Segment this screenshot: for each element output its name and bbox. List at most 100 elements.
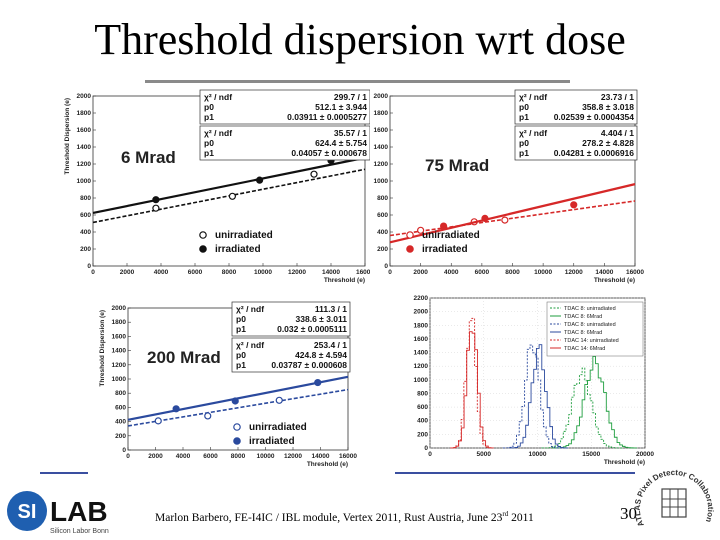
x-tick-label: 6000 [475,269,490,276]
fit-param-value: 278.2 ± 4.828 [582,138,634,148]
fit-param-value: 0.04281 ± 0.0006916 [554,148,635,158]
y-tick-label: 2000 [77,93,92,100]
x-tick-label: 2000 [413,269,428,276]
y-tick-label: 1200 [414,363,429,370]
x-tick-label: 14000 [311,453,329,460]
x-tick-label: 4000 [444,269,459,276]
chart-6mrad: 0 200 400 600 800 1000 1200 1400 1600 1800 2000 0 20… [64,89,374,284]
data-point-unirradiated [310,170,318,178]
y-tick-label: 200 [115,433,126,440]
fit-param-name: χ² / ndf [236,304,264,314]
slide-title: Threshold dispersion wrt dose [94,15,626,64]
y-tick-label: 1600 [77,127,92,134]
y-tick-label: 2200 [414,295,429,302]
legend-label: TDAC 14: 6Mrad [564,346,605,352]
fit-param-value: 0.02539 ± 0.0004354 [554,112,635,122]
y-tick-label: 800 [417,390,428,397]
fit-param-name: χ² / ndf [519,92,547,102]
footer-text: Marlon Barbero, FE-I4IC / IBL module, Ve… [155,510,534,524]
legend-label: irradiated [249,436,295,447]
x-tick-label: 12000 [288,269,306,276]
legend-marker [406,245,414,253]
x-axis-label: Threshold (e) [324,277,365,284]
legend-marker [406,231,414,239]
fit-line-irradiated [389,183,636,244]
footer-sup: rd [502,510,509,518]
fit-line-irradiated [92,156,366,215]
data-point-unirradiated [204,412,212,420]
fit-param-value: 0.03787 ± 0.000608 [271,360,347,370]
y-tick-label: 400 [377,229,388,236]
x-tick-label: 20000 [636,451,654,458]
x-tick-label: 16000 [339,453,357,460]
x-tick-label: 6000 [203,453,218,460]
legend-label: TDAC 8: 6Mrad [564,314,602,320]
fit-param-value: 23.73 / 1 [601,92,634,102]
fit-param-name: p1 [204,148,214,158]
x-tick-label: 15000 [582,451,600,458]
legend-marker [233,423,241,431]
logo-lab-text: LAB [50,496,108,527]
atlas-pixel-logo: ATLAS Pixel Detector Collaboration [633,468,715,528]
fit-param-name: χ² / ndf [236,340,264,350]
fit-param-value: 253.4 / 1 [314,340,347,350]
silab-logo: SI LAB Silicon Labor Bonn [7,491,109,535]
data-point-unirradiated [152,204,160,212]
x-tick-label: 12000 [565,269,583,276]
x-tick-label: 16000 [626,269,644,276]
chart-panel-histogram: 0 200 400 600 800 1000 1200 1400 1600 1800 2000 220… [400,292,655,472]
fit-param-value: 424.8 ± 4.594 [295,350,347,360]
legend-label: TDAC 8: unirradiated [564,322,616,328]
legend-label: unirradiated [215,230,273,241]
y-tick-label: 400 [115,419,126,426]
fit-param-name: p0 [236,350,246,360]
fit-param-name: p1 [204,112,214,122]
fit-param-name: p1 [236,360,246,370]
data-point-irradiated [152,196,160,204]
x-tick-label: 0 [126,453,130,460]
data-point-irradiated [256,176,264,184]
page-number: 30 [620,504,637,523]
fit-box [231,337,351,373]
histogram-series [541,367,622,449]
x-tick-label: 0 [91,269,95,276]
x-tick-label: 0 [428,451,432,458]
y-tick-label: 1600 [374,127,389,134]
y-tick-label: 1800 [112,319,127,326]
y-tick-label: 0 [424,445,428,452]
x-tick-label: 8000 [231,453,246,460]
y-tick-label: 1000 [112,376,127,383]
fit-param-name: p0 [236,314,246,324]
y-tick-label: 1200 [112,362,127,369]
histogram-series [502,344,562,449]
data-point-unirradiated [154,417,162,425]
fit-param-value: 0.04057 ± 0.000678 [291,148,367,158]
accent-line-left [40,472,88,474]
fit-param-name: χ² / ndf [204,128,232,138]
y-tick-label: 600 [417,404,428,411]
title-underline [145,80,570,83]
legend-label: TDAC 14: unirradiated [564,338,619,344]
y-tick-label: 1400 [77,144,92,151]
fit-param-value: 624.4 ± 5.754 [315,138,367,148]
data-point-unirradiated [275,396,283,404]
y-tick-label: 1400 [112,348,127,355]
x-tick-label: 10000 [534,269,552,276]
legend-label: unirradiated [422,230,480,241]
chart-panel-75mrad: 0 200 400 600 800 1000 1200 1400 1600 1800 2000 0 20… [370,88,645,293]
x-tick-label: 6000 [188,269,203,276]
fit-line-irradiated [127,375,349,421]
y-tick-label: 800 [115,390,126,397]
fit-box [199,125,371,161]
data-point-irradiated [570,201,578,209]
fit-param-name: p0 [519,102,529,112]
footer-main: Marlon Barbero, FE-I4IC / IBL module, Ve… [155,511,503,524]
fit-box [514,125,638,161]
data-point-unirradiated [417,226,425,234]
fit-param-name: χ² / ndf [204,92,232,102]
legend-label: irradiated [422,244,468,255]
x-axis-label: Threshold (e) [307,461,348,468]
y-axis-label: Threshold Dispersion (e) [99,310,106,387]
y-tick-label: 1800 [374,110,389,117]
y-tick-label: 400 [417,418,428,425]
